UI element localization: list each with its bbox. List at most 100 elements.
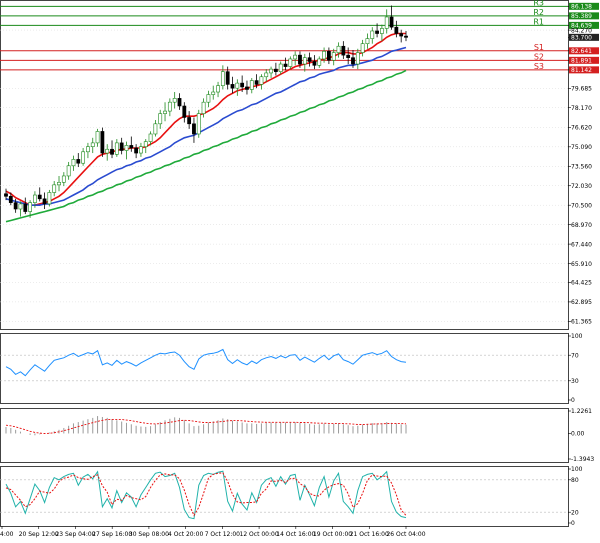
price-label-box: [569, 47, 599, 55]
candle-body: [235, 82, 240, 89]
x-tick-label: 23 Sep 04:00: [55, 531, 95, 538]
x-tick-label: 26 Oct 04:00: [386, 531, 425, 538]
candle-body: [225, 71, 230, 85]
candle-body: [167, 101, 172, 112]
candle-body: [187, 117, 192, 125]
candle-body: [13, 202, 18, 210]
price-tick-label: 70.500: [571, 202, 592, 209]
price-tick-label: 84.270: [571, 27, 592, 34]
candle-body: [216, 85, 220, 93]
x-tick-label: 27 Sep 16:00: [92, 531, 132, 538]
candle-body: [105, 148, 110, 154]
x-tick-label: 4 Oct 20:00: [168, 531, 203, 538]
macd-panel: 1.2261 0.00 -1.3943: [5, 408, 594, 463]
candle-body: [18, 203, 23, 210]
candle-body: [245, 86, 249, 90]
macd-tick-label: 0.00: [571, 431, 585, 438]
candle-body: [254, 80, 259, 85]
candle-body: [196, 113, 201, 135]
candle-body: [293, 54, 298, 60]
candle-body: [346, 54, 351, 58]
candle-body: [163, 110, 167, 114]
x-tick-label: 21 Oct 16:00: [350, 531, 389, 538]
candle-body: [61, 175, 66, 183]
candle-body: [302, 57, 307, 65]
candle-body: [264, 72, 269, 78]
x-tick-label: 14 Oct 16:00: [276, 531, 315, 538]
price-label-box: [569, 21, 599, 29]
candle-body: [86, 146, 90, 153]
candle-body: [33, 194, 37, 203]
price-label-box: [569, 2, 599, 10]
candle-body: [182, 105, 187, 118]
candle-body: [192, 123, 196, 135]
panel-frame-macd: [0, 408, 569, 463]
candle-body: [259, 76, 264, 85]
level-label-r1: R1: [533, 17, 544, 26]
candle-body: [158, 113, 163, 125]
candle-body: [143, 141, 148, 147]
moving-average-1: [5, 32, 406, 206]
candle-body: [249, 80, 254, 90]
candle-body: [394, 26, 399, 34]
candle-body: [351, 57, 355, 65]
price-label-box: [569, 56, 599, 64]
candle-body: [206, 94, 211, 103]
x-tick-label: 19 Oct 00:00: [313, 531, 352, 538]
level-label-r2: R2: [533, 8, 544, 17]
moving-average-3: [5, 69, 407, 223]
candle-body: [28, 202, 32, 212]
level-label-r3: R3: [533, 0, 544, 7]
candle-body: [220, 71, 225, 86]
rsi-tick-label: 30: [571, 378, 579, 385]
candle-body: [399, 33, 404, 37]
candle-body: [211, 91, 216, 95]
candle-body: [42, 198, 47, 205]
stochastic-tick-label: 100: [571, 466, 583, 473]
panel-frame-price: [0, 0, 569, 330]
price-label-box: [569, 66, 599, 74]
candle-body: [307, 57, 312, 62]
candle-body: [326, 51, 331, 61]
moving-average-2: [5, 46, 407, 206]
candle-body: [355, 52, 360, 65]
candle-body: [370, 30, 375, 39]
candle-body: [148, 133, 153, 142]
candle-body: [139, 146, 143, 154]
candle-body: [288, 58, 293, 67]
candle-body: [129, 145, 134, 149]
candle-body: [4, 193, 8, 197]
stochastic-line-signal: [5, 472, 407, 517]
level-label-s2: S2: [534, 52, 544, 61]
candle-body: [81, 151, 86, 164]
stochastic-panel: 100 80 20 0: [0, 466, 583, 527]
x-tick-label: 20 Sep 12:00: [19, 531, 59, 538]
candle-body: [331, 52, 336, 61]
candle-body: [37, 194, 42, 200]
price-tick-label: 67.440: [571, 241, 592, 248]
price-tick-label: 73.560: [571, 163, 592, 170]
panel-frame-stoch: [0, 466, 569, 527]
stochastic-tick-label: 20: [571, 509, 579, 516]
x-tick-label: 12 Oct 00:00: [240, 531, 279, 538]
stochastic-tick-label: 80: [571, 477, 579, 484]
candle-body: [110, 148, 114, 155]
price-tick-label: 76.620: [571, 125, 592, 132]
candle-body: [95, 131, 100, 144]
price-tick-label: 81.142: [571, 67, 592, 74]
macd-tick-label: -1.3943: [571, 456, 594, 463]
rsi-panel: 100 70 30 0: [0, 333, 583, 404]
candle-body: [365, 38, 370, 44]
price-tick-label: 65.910: [571, 261, 592, 268]
price-tick-label: 82.641: [571, 48, 592, 55]
price-tick-label: 84.639: [571, 23, 592, 30]
candle-body: [201, 101, 206, 114]
candle-body: [119, 142, 124, 151]
candle-body: [90, 142, 95, 147]
price-tick-label: 78.170: [571, 105, 592, 112]
macd-signal-line: [5, 418, 407, 434]
